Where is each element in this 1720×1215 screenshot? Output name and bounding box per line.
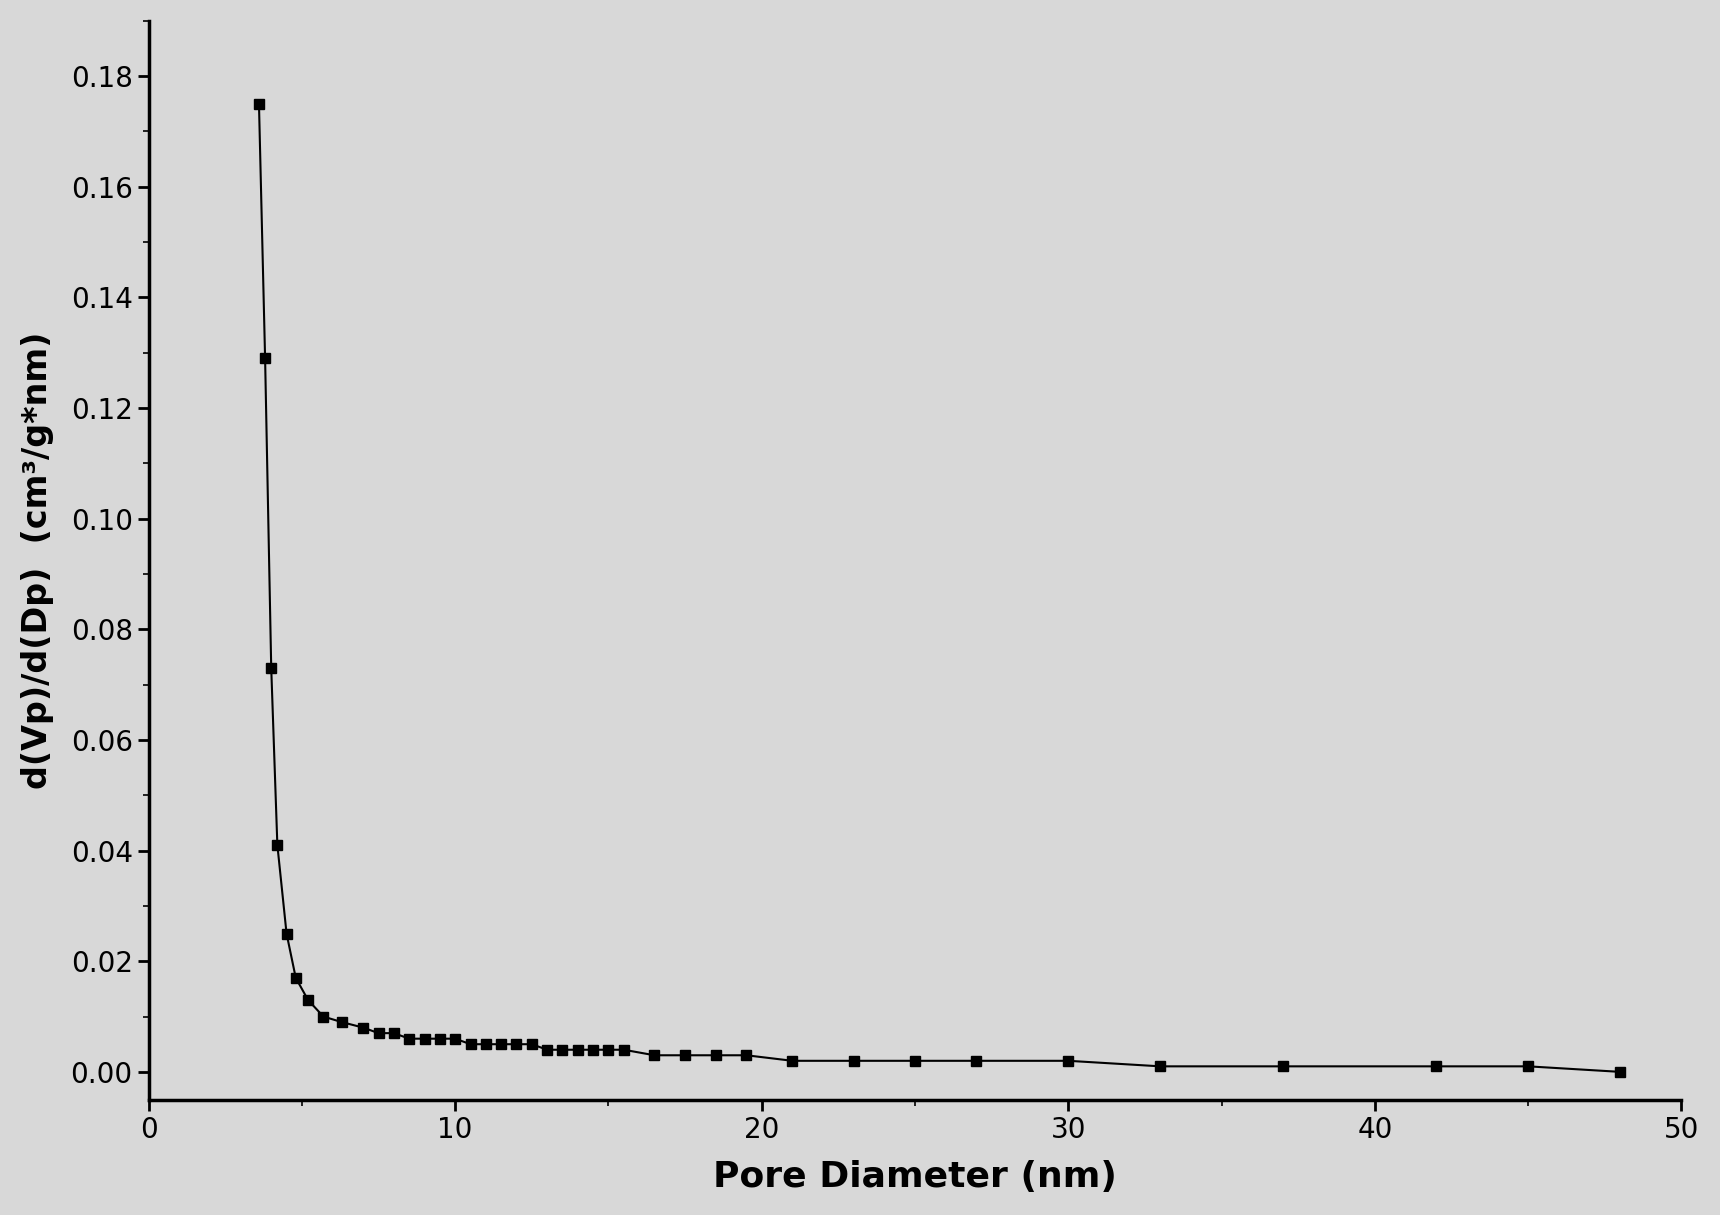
Y-axis label: d(Vp)/d(Dp)  (cm³/g*nm): d(Vp)/d(Dp) (cm³/g*nm) [21,332,53,789]
X-axis label: Pore Diameter (nm): Pore Diameter (nm) [714,1160,1116,1194]
